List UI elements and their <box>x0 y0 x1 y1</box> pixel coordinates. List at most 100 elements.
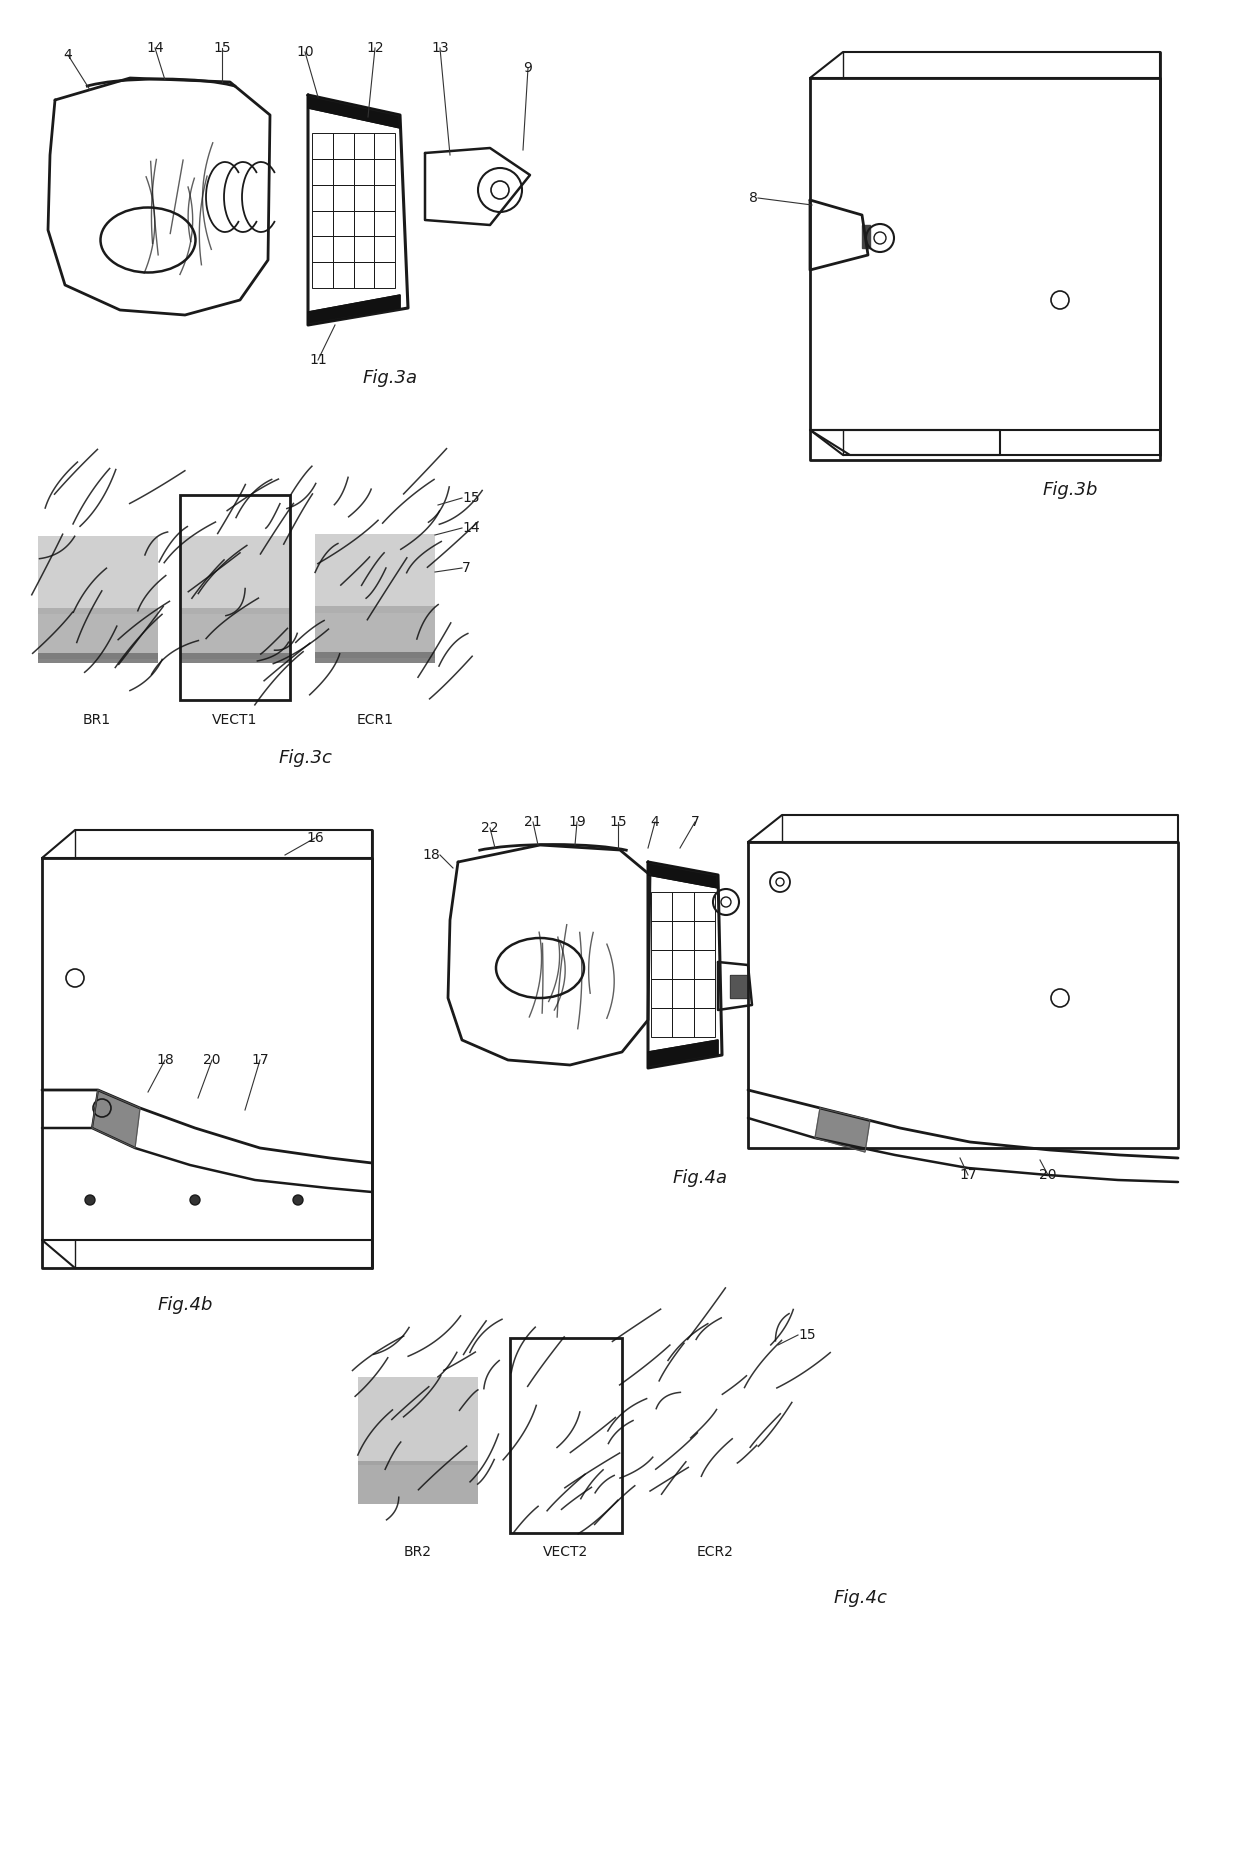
Bar <box>693 949 715 979</box>
Bar <box>353 185 374 211</box>
Text: Fig.3c: Fig.3c <box>278 749 332 768</box>
Text: 17: 17 <box>960 1168 977 1183</box>
Bar <box>315 653 435 662</box>
Bar <box>315 606 435 658</box>
Bar <box>672 979 693 1009</box>
Bar <box>651 1009 672 1036</box>
Bar <box>374 159 396 185</box>
Bar <box>651 979 672 1009</box>
Bar <box>651 949 672 979</box>
Polygon shape <box>92 1090 140 1148</box>
Bar <box>651 921 672 949</box>
Text: 15: 15 <box>609 816 626 829</box>
Polygon shape <box>730 975 748 997</box>
Text: BR1: BR1 <box>83 714 112 727</box>
Text: 9: 9 <box>523 61 532 74</box>
Bar <box>332 133 353 159</box>
Bar <box>672 1009 693 1036</box>
Bar <box>38 653 157 664</box>
Text: 4: 4 <box>63 48 72 61</box>
Bar <box>374 133 396 159</box>
Text: 15: 15 <box>799 1327 816 1342</box>
Bar <box>693 979 715 1009</box>
Bar <box>672 892 693 921</box>
Bar <box>353 159 374 185</box>
Bar <box>332 261 353 287</box>
Bar <box>332 159 353 185</box>
Bar <box>312 211 332 235</box>
Bar <box>693 1009 715 1036</box>
Text: 10: 10 <box>296 44 314 59</box>
Bar <box>374 211 396 235</box>
Bar <box>651 892 672 921</box>
Polygon shape <box>308 295 401 324</box>
Bar <box>332 235 353 261</box>
Text: Fig.3b: Fig.3b <box>1043 480 1097 499</box>
Text: 7: 7 <box>463 562 471 575</box>
Text: 17: 17 <box>252 1053 269 1068</box>
Bar <box>38 608 157 658</box>
Bar <box>693 892 715 921</box>
Bar <box>180 495 290 701</box>
Bar <box>353 211 374 235</box>
Bar <box>312 133 332 159</box>
Polygon shape <box>815 1109 870 1151</box>
Text: Fig.4b: Fig.4b <box>157 1296 213 1314</box>
Text: 16: 16 <box>306 831 324 845</box>
Text: 7: 7 <box>691 816 699 829</box>
Bar <box>38 536 157 614</box>
Bar <box>358 1378 477 1465</box>
Bar <box>353 235 374 261</box>
Bar <box>358 1461 477 1504</box>
Text: ECR2: ECR2 <box>697 1544 733 1559</box>
Circle shape <box>293 1196 303 1205</box>
Bar <box>374 185 396 211</box>
Bar <box>374 235 396 261</box>
Text: 15: 15 <box>213 41 231 56</box>
Bar <box>374 261 396 287</box>
Text: ECR1: ECR1 <box>357 714 393 727</box>
Bar <box>180 608 290 658</box>
Bar <box>672 949 693 979</box>
Text: Fig.4a: Fig.4a <box>672 1170 728 1187</box>
Bar <box>353 261 374 287</box>
Bar <box>315 534 435 612</box>
Text: 21: 21 <box>525 816 542 829</box>
Text: 12: 12 <box>366 41 384 56</box>
Text: 13: 13 <box>432 41 449 56</box>
Bar <box>312 185 332 211</box>
Text: 20: 20 <box>203 1053 221 1068</box>
Text: 18: 18 <box>423 847 440 862</box>
Text: Fig.4c: Fig.4c <box>833 1589 887 1607</box>
Polygon shape <box>649 1040 718 1068</box>
Text: 11: 11 <box>309 352 327 367</box>
Bar <box>332 185 353 211</box>
Text: 19: 19 <box>568 816 585 829</box>
Bar <box>510 1339 622 1533</box>
Bar <box>332 211 353 235</box>
Circle shape <box>86 1196 95 1205</box>
Text: 22: 22 <box>481 821 498 834</box>
Polygon shape <box>308 95 401 128</box>
Bar <box>180 536 290 614</box>
Text: 14: 14 <box>146 41 164 56</box>
Bar <box>312 261 332 287</box>
Circle shape <box>190 1196 200 1205</box>
Text: Fig.3a: Fig.3a <box>362 369 418 387</box>
Polygon shape <box>649 862 718 888</box>
Polygon shape <box>862 224 870 248</box>
Bar <box>180 653 290 664</box>
Text: 14: 14 <box>463 521 480 536</box>
Bar <box>353 133 374 159</box>
Text: 15: 15 <box>463 491 480 504</box>
Text: BR2: BR2 <box>404 1544 432 1559</box>
Text: 18: 18 <box>156 1053 174 1068</box>
Bar <box>672 921 693 949</box>
Text: VECT2: VECT2 <box>543 1544 589 1559</box>
Bar <box>312 159 332 185</box>
Text: 4: 4 <box>651 816 660 829</box>
Text: 20: 20 <box>1039 1168 1056 1183</box>
Bar <box>693 921 715 949</box>
Bar <box>312 235 332 261</box>
Text: 8: 8 <box>749 191 758 206</box>
